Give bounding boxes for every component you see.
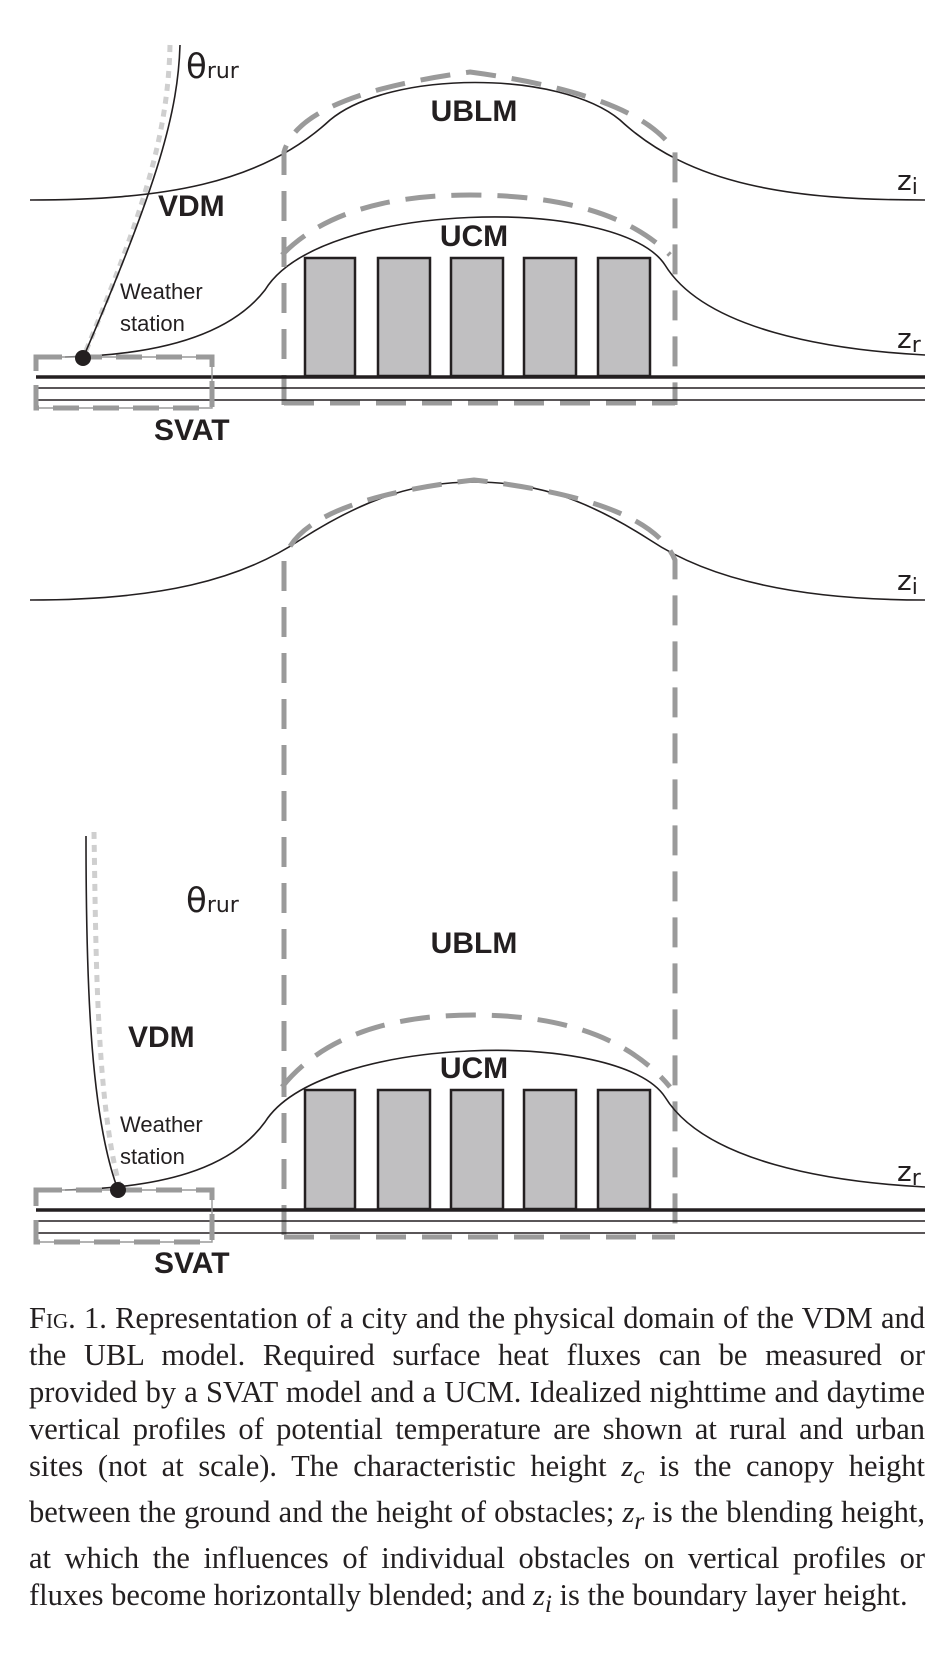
bottom-ucm-label: UCM xyxy=(440,1052,508,1085)
bottom-zr-label: zr xyxy=(897,1155,922,1191)
bottom-svat-domain-dashed xyxy=(33,1187,215,1245)
top-panel: θrur UBLM VDM UCM Weather station SVAT z… xyxy=(29,44,926,447)
caption-text-part2: is the canopy height between the ground … xyxy=(29,1449,925,1530)
top-theta-rural-profile xyxy=(82,44,181,359)
bottom-station-label-line2: station xyxy=(120,1144,185,1169)
city-domain-diagram: θrur UBLM VDM UCM Weather station SVAT z… xyxy=(29,44,926,1280)
bottom-theta-label: θrur xyxy=(186,881,240,921)
bottom-building-1 xyxy=(303,1088,357,1211)
top-svat-domain-dashed xyxy=(33,354,215,411)
caption-text-part3: is the blending height, at which the inf… xyxy=(29,1495,925,1613)
top-building-4 xyxy=(522,256,578,378)
bottom-panel: zi θrur UBLM VDM UCM Weather station SVA… xyxy=(29,477,926,1280)
bottom-svat-box-thin xyxy=(36,1189,213,1243)
bottom-svat-label: SVAT xyxy=(154,1247,230,1280)
caption-figure-number: Fig. 1. xyxy=(29,1301,107,1335)
top-station-label-line2: station xyxy=(120,311,185,336)
top-zr-label: zr xyxy=(897,322,922,358)
top-ucm-label: UCM xyxy=(440,220,508,253)
bottom-zi-boundary-curve xyxy=(29,481,926,601)
bottom-ucm-domain-dashed xyxy=(280,1012,672,1089)
top-station-label-line1: Weather xyxy=(120,279,203,304)
bottom-building-2 xyxy=(376,1088,432,1211)
top-zr-blending-curve xyxy=(64,216,926,358)
top-building-2 xyxy=(376,256,432,378)
top-ublm-domain-dashed xyxy=(281,69,678,405)
top-ucm-domain-dashed xyxy=(280,192,672,257)
bottom-building-5 xyxy=(596,1088,652,1211)
caption-text-part1: Representation of a city and the physica… xyxy=(29,1301,926,1483)
top-building-5 xyxy=(596,256,652,378)
bottom-building-4 xyxy=(522,1088,578,1211)
bottom-zi-label: zi xyxy=(897,564,918,600)
top-svat-label: SVAT xyxy=(154,414,230,447)
top-zi-label: zi xyxy=(897,164,918,200)
top-vdm-label: VDM xyxy=(158,190,225,223)
top-building-1 xyxy=(303,256,357,378)
bottom-weather-station-dot xyxy=(110,1182,126,1198)
caption-zr-variable: zr xyxy=(622,1495,645,1536)
caption-zi-variable: zi xyxy=(532,1578,552,1619)
bottom-rural-dotted-profile xyxy=(91,831,123,1189)
bottom-theta-rural-profile xyxy=(85,835,119,1191)
top-building-3 xyxy=(449,256,505,378)
bottom-ublm-label: UBLM xyxy=(431,927,518,960)
top-ublm-label: UBLM xyxy=(431,95,518,128)
top-weather-station-dot xyxy=(75,350,91,366)
bottom-building-3 xyxy=(449,1088,505,1211)
top-zi-boundary-curve xyxy=(29,81,926,201)
bottom-ublm-domain-dashed xyxy=(281,477,678,1235)
caption-zc-variable: zc xyxy=(621,1449,645,1490)
caption-text-part4: is the boundary layer height. xyxy=(551,1578,908,1613)
figure-caption: Fig. 1. Representation of a city and the… xyxy=(29,1300,925,1623)
bottom-zr-blending-curve xyxy=(64,1049,926,1191)
top-theta-label: θrur xyxy=(186,47,240,87)
bottom-station-label-line1: Weather xyxy=(120,1112,203,1137)
bottom-vdm-label: VDM xyxy=(128,1021,195,1054)
